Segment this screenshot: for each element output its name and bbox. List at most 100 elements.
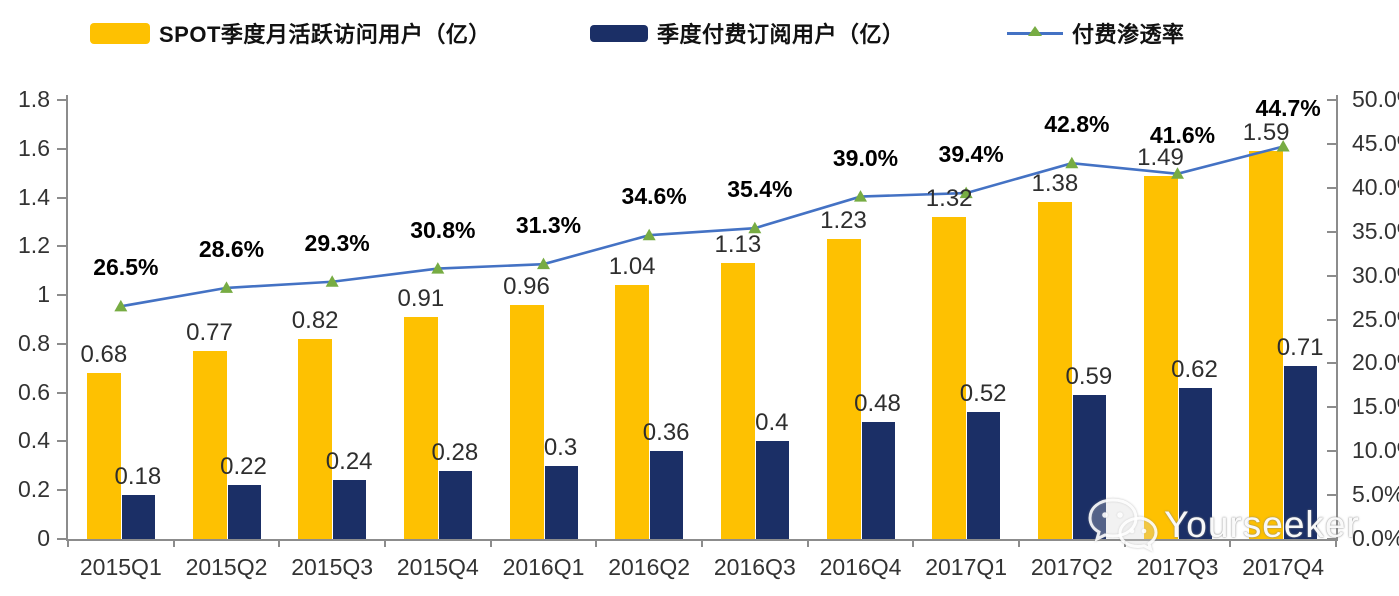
right-axis-tick-label: 25.0% (1352, 305, 1399, 332)
right-axis-tick-label: 45.0% (1352, 129, 1399, 156)
subs-bar (1178, 387, 1212, 539)
penetration-value-label: 29.3% (304, 229, 370, 256)
mau-value-label: 0.77 (186, 319, 233, 347)
x-axis-tick (1123, 539, 1126, 547)
penetration-value-label: 42.8% (1044, 111, 1110, 138)
x-axis-tick (595, 539, 598, 547)
x-axis-label: 2015Q4 (396, 554, 479, 580)
mau-bar (403, 317, 438, 539)
x-axis-label: 2016Q1 (502, 554, 585, 580)
left-axis-tick (57, 391, 66, 394)
right-axis-tick (1327, 318, 1336, 321)
mau-bar (298, 339, 333, 539)
subs-bar (544, 465, 578, 539)
subs-bar (1284, 365, 1318, 539)
penetration-marker-icon (1065, 156, 1079, 169)
subs-bar (861, 421, 895, 539)
subs-value-label: 0.52 (959, 380, 1007, 408)
right-axis-tick (1327, 274, 1336, 277)
subs-value-label: 0.71 (1276, 333, 1324, 361)
right-axis-tick-label: 20.0% (1352, 349, 1399, 376)
x-axis-tick (1018, 539, 1020, 547)
right-axis-tick-label: 50.0% (1352, 86, 1399, 112)
right-axis-tick-label: 30.0% (1352, 261, 1399, 288)
subs-value-label: 0.24 (325, 448, 373, 476)
x-axis-tick (1229, 539, 1232, 547)
penetration-marker-icon (325, 275, 339, 287)
right-axis-tick-label: 5.0% (1352, 481, 1399, 508)
left-axis-tick (57, 196, 66, 199)
mau-value-label: 1.49 (1137, 143, 1184, 171)
mau-value-label: 0.68 (80, 341, 128, 369)
mau-value-label: 1.13 (714, 231, 762, 259)
right-axis-tick-label: 35.0% (1352, 217, 1399, 244)
subs-bar (333, 480, 367, 539)
left-axis-tick-label: 1.4 (18, 183, 50, 210)
penetration-marker-icon (642, 228, 656, 241)
subs-value-label: 0.28 (431, 438, 479, 466)
left-axis-tick (57, 245, 66, 248)
left-axis-tick-label: 1 (37, 281, 50, 308)
right-axis-tick (1327, 450, 1336, 453)
left-axis-tick (57, 489, 66, 492)
subs-bar (967, 412, 1001, 539)
right-axis-tick (1327, 99, 1336, 101)
penetration-value-label: 28.6% (198, 235, 265, 262)
mau-value-label: 1.04 (608, 253, 656, 281)
mau-value-label: 0.96 (503, 272, 550, 300)
x-axis-label: 2016Q3 (713, 554, 796, 580)
subscribers-legend-label: 季度付费订阅用户（亿） (657, 22, 905, 47)
right-axis-tick-label: 15.0% (1352, 393, 1399, 420)
right-axis-tick-label: 40.0% (1352, 173, 1399, 200)
legend-item-penetration: 付费渗透率 (1007, 20, 1185, 47)
left-axis-tick (57, 440, 66, 443)
x-axis-tick (701, 539, 703, 547)
left-axis-tick-label: 0.2 (18, 476, 50, 503)
subs-value-label: 0.36 (642, 419, 690, 447)
x-axis-label: 2015Q3 (291, 554, 374, 580)
x-axis-label: 2016Q2 (608, 554, 691, 580)
left-axis-tick (57, 147, 66, 150)
left-axis-tick (57, 99, 66, 101)
penetration-value-label: 34.6% (621, 183, 687, 210)
penetration-value-label: 39.4% (938, 141, 1004, 168)
mau-value-label: 0.91 (397, 285, 445, 313)
mau-bar (615, 285, 650, 539)
subs-value-label: 0.18 (114, 463, 162, 491)
mau-legend-label: SPOT季度月活跃访问用户（亿） (159, 22, 491, 47)
penetration-value-label: 35.4% (727, 176, 793, 203)
left-axis-tick (57, 294, 66, 297)
right-axis-tick (1327, 494, 1336, 497)
right-axis-tick (1327, 142, 1336, 145)
x-axis-label: 2017Q3 (1136, 554, 1219, 580)
x-axis-tick (1335, 539, 1337, 547)
penetration-marker-icon (431, 262, 445, 274)
mau-value-label: 1.38 (1031, 170, 1079, 198)
x-axis-label: 2017Q1 (925, 554, 1008, 580)
subs-bar (438, 470, 472, 539)
subs-bar (121, 495, 155, 539)
penetration-marker-icon (537, 257, 550, 270)
subs-value-label: 0.59 (1065, 363, 1113, 391)
mau-value-label: 1.32 (925, 185, 973, 213)
subs-bar (755, 441, 789, 539)
x-axis-tick (489, 539, 492, 547)
penetration-value-label: 41.6% (1149, 121, 1216, 148)
right-axis-tick-label: 0.0% (1352, 525, 1399, 551)
right-axis-tick (1327, 406, 1336, 409)
right-axis-tick (1327, 186, 1336, 189)
penetration-legend-label: 付费渗透率 (1072, 22, 1185, 47)
subs-value-label: 0.22 (220, 453, 267, 481)
penetration-marker-icon (854, 190, 867, 202)
left-axis-tick-label: 1.2 (18, 232, 50, 259)
subs-value-label: 0.4 (755, 409, 789, 437)
mau-value-label: 1.59 (1242, 119, 1290, 147)
x-axis-label: 2015Q2 (185, 554, 268, 580)
legend-item-mau: SPOT季度月活跃访问用户（亿） (90, 20, 491, 47)
left-axis-tick-label: 1.8 (18, 86, 50, 112)
left-axis-tick-label: 1.6 (18, 134, 50, 161)
mau-legend-swatch (90, 22, 150, 44)
penetration-value-label: 44.7% (1255, 94, 1321, 121)
